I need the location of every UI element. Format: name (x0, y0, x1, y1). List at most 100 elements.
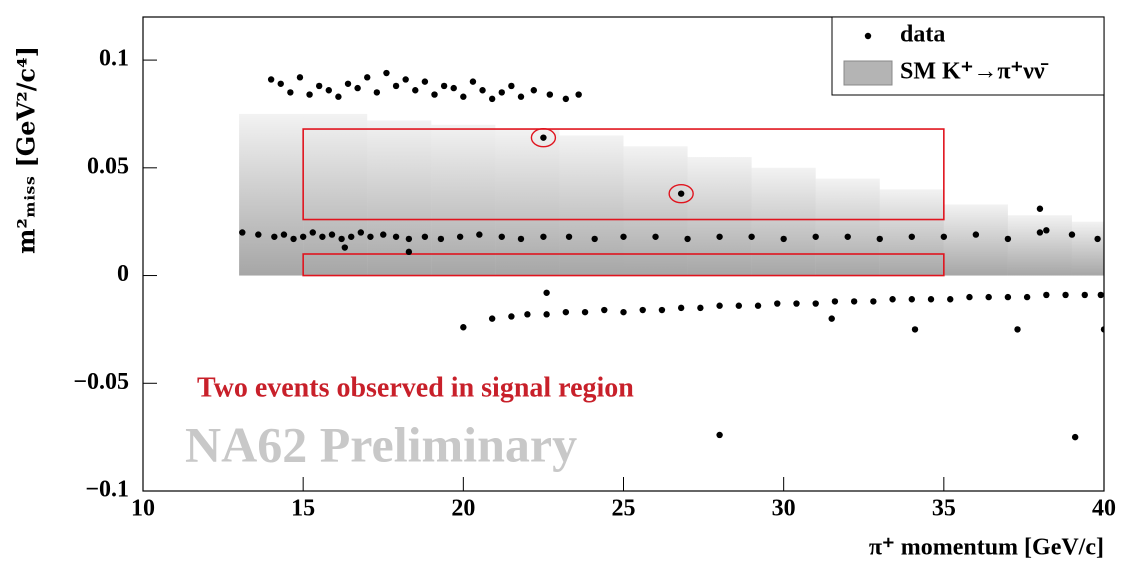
highlight-ring (530, 127, 557, 148)
data-point (972, 231, 980, 238)
data-point (911, 326, 919, 333)
data-point (315, 82, 323, 90)
data-point (831, 298, 839, 305)
data-point (540, 233, 547, 240)
data-point (620, 233, 627, 240)
data-point (373, 89, 381, 96)
data-point (335, 93, 342, 100)
data-point (889, 296, 896, 303)
data-point (562, 95, 570, 103)
data-point (392, 233, 400, 240)
data-point (476, 231, 483, 238)
sm-band-bin (367, 120, 432, 276)
data-point (748, 233, 755, 240)
data-point (412, 87, 419, 94)
sm-band-bin (879, 189, 944, 276)
data-point (1068, 231, 1076, 238)
annotation: Two events observed in signal region (197, 372, 634, 403)
data-point (844, 233, 851, 240)
data-point (546, 91, 554, 98)
sm-band-bin (1007, 215, 1072, 276)
data-point (479, 87, 486, 94)
highlight-ring (668, 183, 694, 204)
data-point (456, 233, 464, 240)
data-point (908, 296, 915, 303)
data-point (431, 91, 438, 98)
data-point (581, 308, 589, 316)
data-point (716, 302, 723, 309)
x-tick-label: 20 (451, 496, 475, 522)
x-tick-label: 35 (932, 496, 956, 522)
data-point (517, 93, 525, 100)
data-point (290, 235, 297, 243)
x-tick-label: 10 (131, 496, 155, 522)
data-point (440, 82, 448, 90)
data-point (383, 69, 390, 77)
data-point (271, 233, 278, 240)
y-tick-label: −0.1 (85, 477, 129, 503)
data-point (280, 231, 288, 238)
data-point (319, 233, 326, 240)
x-tick-label: 40 (1092, 496, 1116, 522)
data-point (735, 302, 743, 309)
data-point (658, 306, 666, 314)
sm-band-bin (687, 157, 752, 276)
data-point (325, 87, 332, 94)
legend-swatch (843, 60, 893, 86)
data-point (812, 233, 819, 240)
sm-band-bin (239, 113, 304, 276)
data-point (575, 91, 582, 98)
sm-band-bin (1071, 221, 1104, 276)
data-point (985, 293, 992, 301)
sm-band-bin (943, 204, 1008, 276)
data-point (1062, 291, 1069, 299)
data-point (299, 233, 307, 240)
data-point (405, 235, 413, 243)
data-point (255, 231, 262, 238)
signal-region (302, 253, 945, 277)
data-point (239, 229, 246, 236)
data-point (716, 233, 723, 240)
data-point (348, 233, 355, 240)
sm-band-bin (303, 113, 368, 276)
data-point (1097, 291, 1104, 299)
data-point (367, 233, 374, 240)
data-point (927, 296, 935, 303)
data-point (754, 302, 762, 309)
data-point (364, 74, 371, 81)
data-point (338, 235, 345, 243)
data-point (277, 80, 284, 87)
data-point (565, 233, 573, 240)
data-point (328, 231, 336, 238)
y-tick-label: 0 (117, 261, 129, 287)
x-tick-label: 25 (612, 496, 636, 522)
data-point (850, 298, 858, 305)
data-point (716, 431, 723, 439)
data-point (684, 235, 691, 243)
data-point (421, 233, 429, 240)
sm-band-bin (495, 129, 560, 276)
watermark: NA62 Preliminary (185, 416, 577, 472)
data-point (543, 289, 550, 296)
y-tick-label: −0.05 (73, 369, 129, 395)
data-point (488, 95, 496, 103)
data-point (530, 87, 538, 94)
data-point (508, 313, 515, 320)
data-point (1023, 293, 1031, 301)
data-point (1043, 291, 1050, 299)
data-point (460, 93, 467, 100)
sm-band-bin (559, 135, 624, 276)
data-point (677, 190, 685, 197)
sm-band-bin (431, 124, 496, 276)
data-point (1100, 326, 1104, 333)
data-point (437, 235, 445, 243)
data-point (1004, 293, 1012, 301)
data-point (498, 89, 505, 96)
data-point (488, 315, 496, 322)
data-point (1036, 205, 1044, 212)
data-point (450, 84, 457, 92)
data-point (469, 78, 477, 85)
data-point (828, 315, 835, 322)
data-point (1071, 433, 1079, 441)
